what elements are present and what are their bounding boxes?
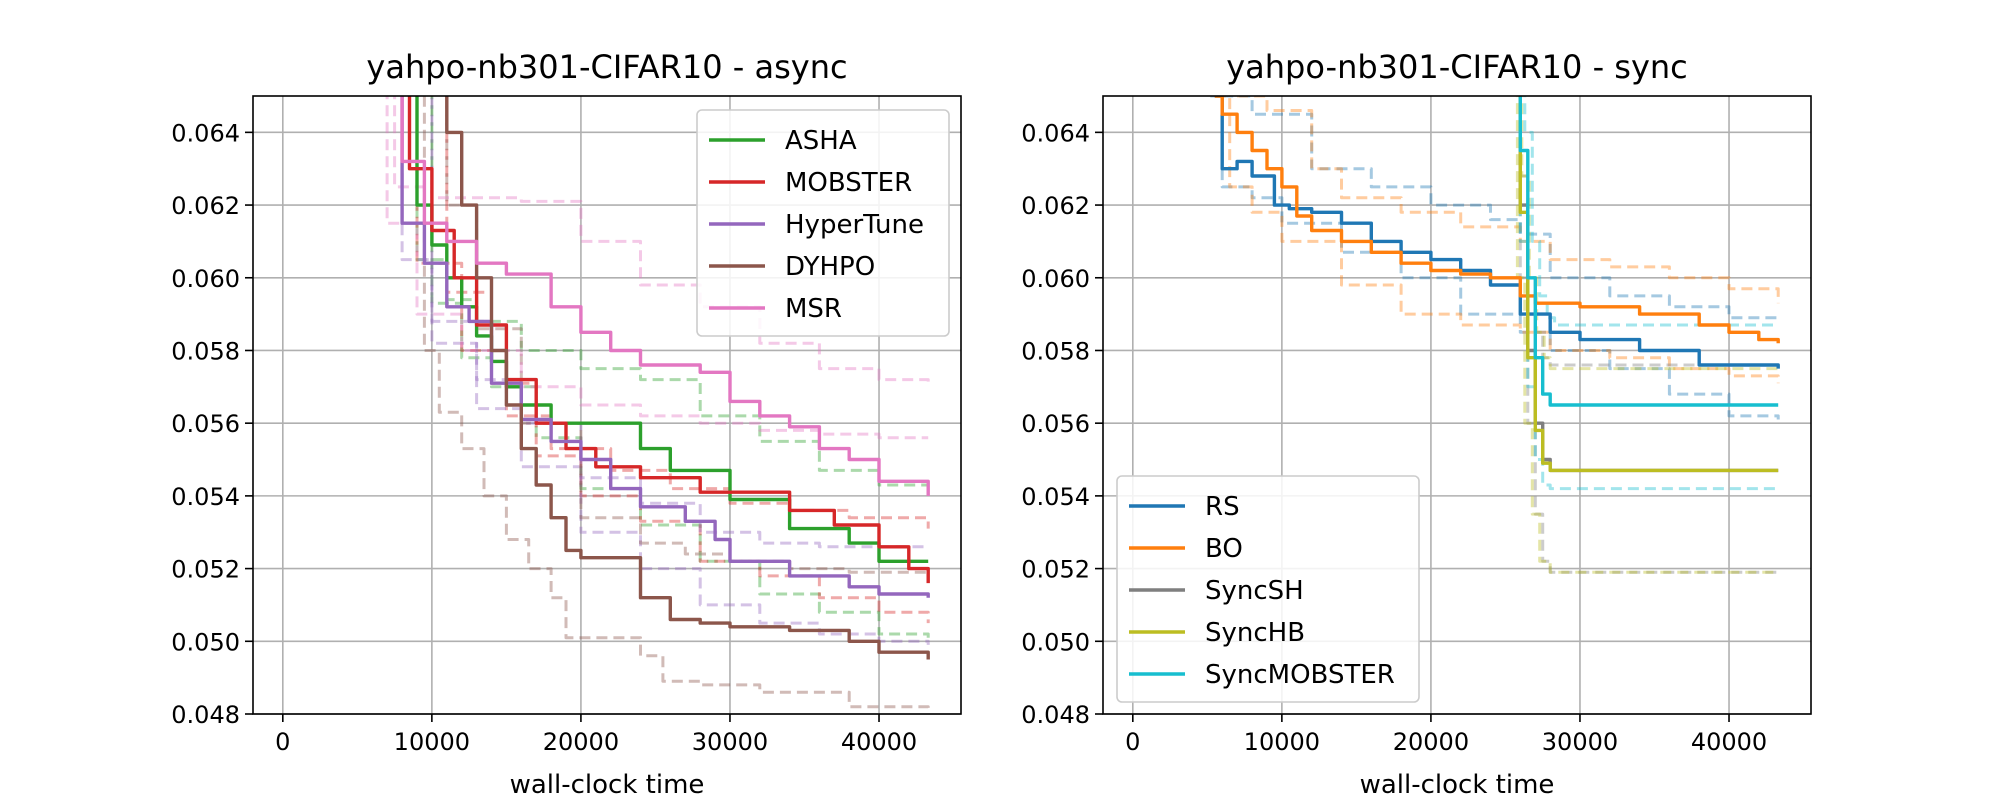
sync-legend: RS BO SyncSH SyncHB SyncMOBSTER [1116, 475, 1420, 703]
sync-series-line-syncmobster [1518, 96, 1779, 407]
async-series-line-seed-dashed [430, 96, 930, 638]
async-series-line-seed-dashed [400, 96, 929, 549]
async-y-tick-label: 0.062 [171, 192, 240, 220]
sync-series-line-synchb [1518, 96, 1779, 473]
async-legend-label-asha: ASHA [785, 126, 857, 156]
sync-tick-labels: 0 10000 20000 30000 40000 0.048 0.050 0.052 0.05… [1021, 119, 1767, 756]
async-series-line-dyhpo [445, 96, 930, 660]
sync-x-tick-label: 40000 [1691, 728, 1767, 756]
async-legend-label-mobster: MOBSTER [785, 168, 912, 198]
async-legend: ASHA MOBSTER HyperTune DYHPO MSR [696, 109, 950, 337]
sync-y-tick-label: 0.062 [1021, 192, 1090, 220]
async-series-line-mobster [407, 96, 930, 584]
sync-series-line-seed-dashed [1222, 96, 1780, 322]
sync-legend-label-syncsh: SyncSH [1205, 576, 1304, 606]
sync-legend-label-rs: RS [1205, 492, 1240, 522]
async-legend-label-dyhpo: DYHPO [785, 252, 875, 282]
sync-x-tick-label: 20000 [1393, 728, 1469, 756]
sync-y-tick-label: 0.064 [1021, 119, 1090, 147]
async-y-tick-label: 0.064 [171, 119, 240, 147]
async-series-line-seed-dashed [422, 96, 930, 714]
async-y-tick-label: 0.054 [171, 483, 240, 511]
sync-plot-area [1210, 96, 1780, 574]
sync-y-tick-label: 0.056 [1021, 410, 1090, 438]
sync-y-tick-label: 0.054 [1021, 483, 1090, 511]
async-y-tick-label: 0.056 [171, 410, 240, 438]
sync-legend-label-synchb: SyncHB [1205, 618, 1305, 648]
sync-series-line-seed-dashed [1518, 96, 1779, 574]
async-x-tick-label: 0 [275, 728, 290, 756]
sync-y-tick-label: 0.052 [1021, 556, 1090, 584]
async-series-line-hypertune [400, 96, 930, 598]
async-y-tick-label: 0.058 [171, 337, 240, 365]
sync-y-tick-label: 0.060 [1021, 265, 1090, 293]
sync-chart-title: yahpo-nb301-CIFAR10 - sync [1226, 48, 1688, 86]
sync-x-axis-label: wall-clock time [1360, 770, 1555, 800]
async-chart-panel: yahpo-nb301-CIFAR10 - async 0 10000 20000 3… [171, 48, 962, 800]
sync-y-tick-label: 0.058 [1021, 337, 1090, 365]
async-x-tick-label: 30000 [692, 728, 768, 756]
sync-series-line-seed-dashed [1214, 96, 1780, 384]
sync-axes-frame [1102, 95, 1812, 715]
sync-legend-label-syncmobster: SyncMOBSTER [1205, 660, 1395, 690]
async-series-line-msr [400, 96, 930, 496]
async-legend-label-msr: MSR [785, 294, 842, 324]
async-y-tick-label: 0.060 [171, 265, 240, 293]
async-x-tick-label: 10000 [394, 728, 470, 756]
sync-series-line-seed-dashed [1523, 96, 1779, 327]
sync-x-tick-label: 0 [1125, 728, 1140, 756]
sync-x-tick-label: 10000 [1244, 728, 1320, 756]
sync-series-line-seed-dashed [1237, 96, 1780, 304]
async-plot-area [385, 96, 930, 714]
sync-x-tick-label: 30000 [1542, 728, 1618, 756]
sync-series-line-seed-dashed [1210, 96, 1780, 420]
sync-y-tick-label: 0.048 [1021, 701, 1090, 729]
sync-legend-box [1116, 475, 1420, 703]
async-series-line-seed-dashed [385, 96, 929, 440]
sync-chart-panel: yahpo-nb301-CIFAR10 - sync 0 10000 20000 30… [1021, 48, 1812, 800]
async-legend-label-hypertune: HyperTune [785, 210, 924, 240]
async-series-line-seed-dashed [430, 96, 930, 645]
sync-y-tick-label: 0.050 [1021, 628, 1090, 656]
async-y-tick-label: 0.052 [171, 556, 240, 584]
async-legend-box [696, 109, 950, 337]
async-y-tick-label: 0.048 [171, 701, 240, 729]
async-x-axis-label: wall-clock time [510, 770, 705, 800]
sync-series-line-seed-dashed [1518, 96, 1779, 367]
async-tick-labels: 0 10000 20000 30000 40000 0.048 0.050 0.052 0.05… [171, 119, 917, 756]
sync-series-line-bo [1214, 96, 1780, 344]
async-x-tick-label: 20000 [543, 728, 619, 756]
sync-series-line-seed-dashed [1520, 96, 1779, 371]
async-series-line-seed-dashed [445, 96, 930, 624]
sync-legend-label-bo: BO [1205, 534, 1243, 564]
async-axes-frame [252, 95, 962, 715]
async-x-tick-label: 40000 [841, 728, 917, 756]
async-chart-title: yahpo-nb301-CIFAR10 - async [366, 48, 847, 86]
async-y-tick-label: 0.050 [171, 628, 240, 656]
